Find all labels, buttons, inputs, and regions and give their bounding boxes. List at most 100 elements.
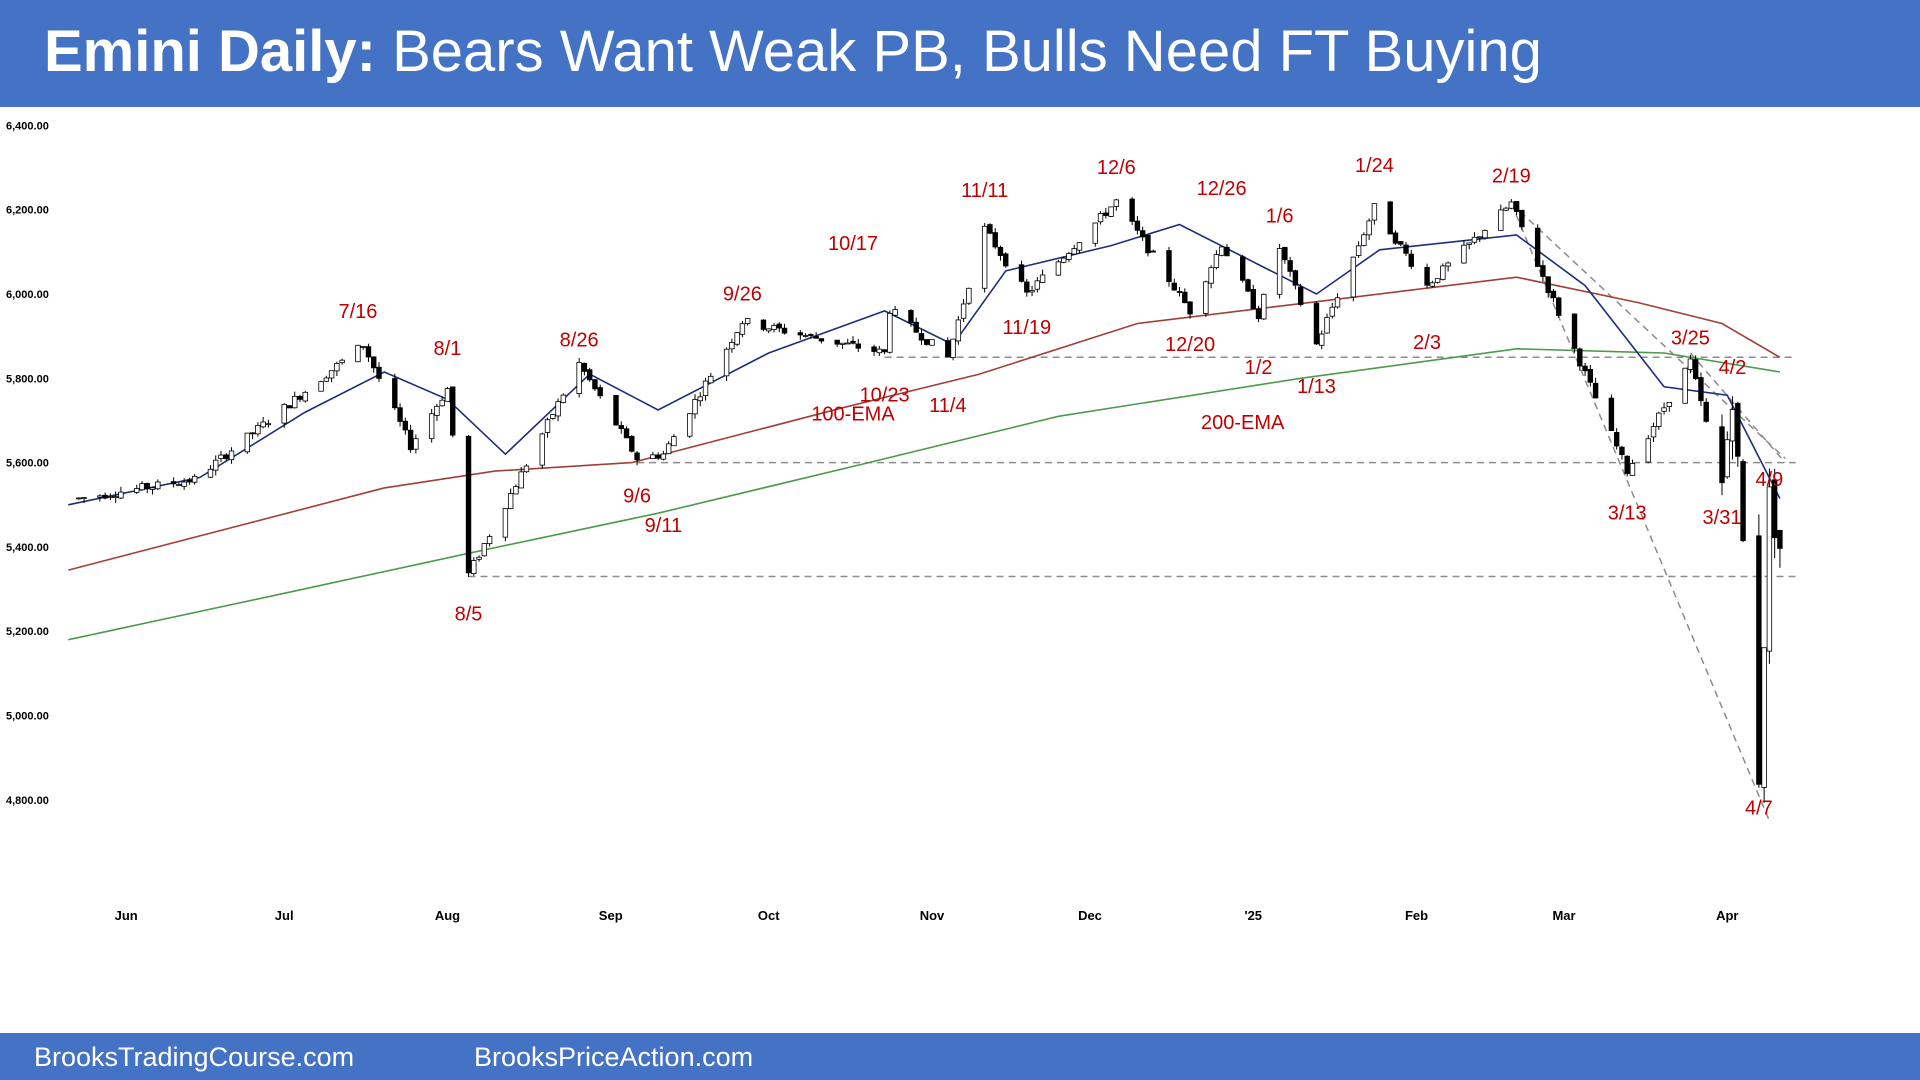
x-tick-label: '25 [1244, 908, 1262, 923]
annotation-label: 1/6 [1266, 205, 1294, 227]
candle-body [1213, 254, 1220, 268]
candle-body [1166, 250, 1172, 283]
annotation-label: 4/9 [1755, 469, 1783, 491]
candle-body [1424, 266, 1430, 286]
annotation-label: 9/11 [645, 515, 682, 537]
candle-body [729, 342, 735, 350]
ema-100-line [68, 276, 1781, 571]
candle-body [223, 454, 229, 460]
candle-body [576, 362, 582, 394]
candle-body [450, 386, 456, 436]
candle-body [1503, 207, 1509, 211]
candle-body [1319, 333, 1325, 346]
candle-body [1208, 267, 1214, 284]
x-tick-label: Nov [920, 908, 945, 923]
y-tick-label: 5,800.00 [6, 373, 49, 385]
candle-body [1292, 270, 1299, 286]
candle-body [1282, 246, 1288, 261]
annotation-label: 3/13 [1608, 503, 1647, 525]
candle-body [871, 346, 877, 352]
candle-body [1761, 647, 1767, 788]
candle-body [365, 346, 372, 358]
candle-body [281, 404, 287, 424]
candle-body [1445, 262, 1451, 267]
candle-body [539, 433, 545, 466]
candle-body [813, 335, 819, 339]
candle-body [1582, 365, 1588, 372]
candle-body [1719, 426, 1725, 484]
candle-body [1261, 293, 1267, 320]
candle-body [1003, 253, 1009, 267]
candle-body [586, 369, 593, 381]
candlestick-chart: 4,800.00 5,000.00 5,200.00 5,400.00 5,600.00… [6, 120, 1796, 923]
footer-link-brookspriceaction[interactable]: BrooksPriceAction.com [474, 1042, 754, 1072]
candle-body [292, 395, 298, 409]
candle-body [139, 483, 145, 491]
candle-body [155, 481, 161, 490]
candle-body [697, 396, 703, 402]
candle-body [739, 323, 746, 335]
candle-body [1018, 264, 1025, 282]
candle-body [1066, 253, 1072, 260]
candle-body [134, 488, 140, 493]
candle-body [1097, 213, 1104, 223]
candle-body [1103, 212, 1109, 216]
candle-body [650, 454, 656, 460]
candle-body [1224, 246, 1230, 257]
candle-body [1250, 289, 1256, 310]
candle-body [1577, 348, 1583, 367]
x-tick-label: Apr [1716, 908, 1738, 923]
candle-body [887, 313, 893, 353]
candle-body [1145, 234, 1151, 254]
candle-body [439, 399, 445, 407]
candle-body [766, 328, 772, 332]
candle-body [1092, 222, 1098, 244]
candle-body [107, 496, 114, 498]
candle-body [723, 348, 730, 377]
candle-body [702, 380, 709, 396]
candle-body [960, 303, 967, 319]
candle-body [855, 343, 861, 349]
candle-body [286, 405, 293, 409]
annotation-label: 10/23 [860, 385, 910, 407]
candle-body [1398, 241, 1404, 245]
candle-body [660, 453, 667, 460]
candle-body [802, 335, 809, 337]
candle-body [850, 340, 856, 344]
candle-body [550, 414, 556, 419]
candle-body [228, 450, 235, 461]
chart-title-text: Bears Want Weak PB, Bulls Need FT Buying [375, 19, 1542, 84]
annotation-label: 4/7 [1745, 798, 1773, 820]
x-tick-label: Dec [1078, 908, 1102, 923]
candle-body [1113, 199, 1120, 207]
candle-body [881, 349, 888, 353]
candle-body [1182, 291, 1188, 304]
annotation-label: 12/20 [1165, 334, 1215, 356]
candle-body [523, 465, 530, 473]
candle-body [507, 493, 514, 510]
candle-body [665, 443, 672, 455]
candle-body [392, 378, 398, 409]
candle-body [1150, 250, 1156, 253]
candle-body [1361, 234, 1367, 246]
candle-body [1055, 261, 1062, 276]
candle-body [97, 495, 103, 498]
candle-body [471, 560, 477, 575]
candle-body [318, 381, 324, 392]
annotation-label: 12/26 [1197, 178, 1247, 200]
candle-body [945, 340, 951, 358]
candle-body [1366, 220, 1372, 236]
candle-body [1408, 253, 1414, 267]
candle-body [1687, 358, 1694, 370]
footer-link-brookstradingcourse[interactable]: BrooksTradingCourse.com [34, 1042, 355, 1072]
annotation-label: 11/19 [1003, 317, 1052, 339]
candle-body [413, 438, 419, 450]
candle-body [444, 388, 451, 402]
candle-body [302, 391, 308, 402]
candle-body [218, 454, 224, 459]
candle-body [544, 419, 551, 433]
candle-body [1392, 232, 1399, 244]
candle-body [1698, 377, 1704, 402]
candle-body [513, 486, 519, 495]
ema-200-line [68, 347, 1781, 641]
